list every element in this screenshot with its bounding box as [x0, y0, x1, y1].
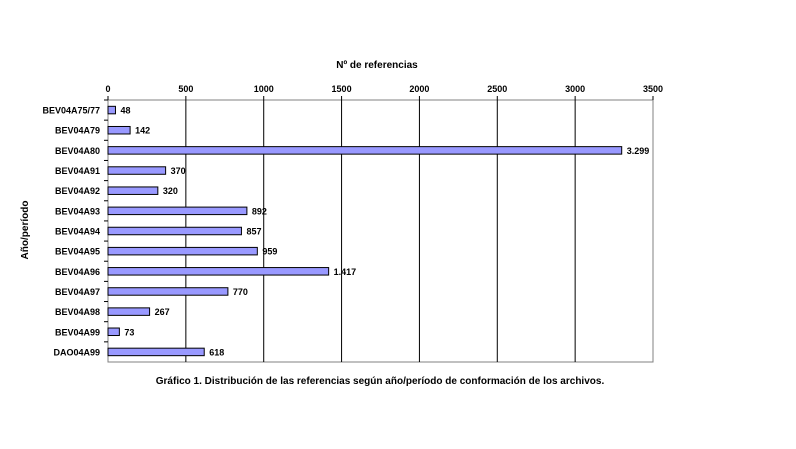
data-label: 3.299 [627, 146, 650, 156]
category-label: BEV04A94 [55, 227, 100, 237]
bar [107, 267, 330, 276]
category-label: BEV04A98 [55, 307, 100, 317]
data-label: 770 [233, 287, 248, 297]
data-label: 48 [120, 106, 130, 116]
x-tick-label: 1000 [254, 84, 274, 94]
bar [107, 327, 120, 337]
gridlines [185, 100, 576, 362]
bar [107, 226, 242, 236]
category-label: DAO04A99 [53, 347, 100, 357]
bars [107, 105, 623, 357]
category-label: BEV04A97 [55, 287, 100, 297]
bar [107, 206, 248, 216]
x-tick-label: 1500 [332, 84, 352, 94]
bar [107, 146, 623, 155]
x-tick-label: 0 [105, 84, 110, 94]
x-tick-label: 500 [178, 84, 193, 94]
data-label: 73 [124, 327, 134, 337]
x-tick-label: 3500 [643, 84, 663, 94]
data-label: 370 [171, 166, 186, 176]
data-label: 959 [262, 247, 277, 257]
x-tick-label: 2500 [487, 84, 507, 94]
category-label: BEV04A75/77 [42, 106, 100, 116]
chart-caption: Gráfico 1. Distribución de las referenci… [156, 376, 605, 387]
category-label: BEV04A92 [55, 186, 100, 196]
bar [107, 246, 258, 256]
x-axis-ticks: 0 500 1000 1500 2000 2500 3000 3500 [105, 84, 663, 100]
x-axis-title: Nº de referencias [336, 60, 418, 71]
category-labels: BEV04A75/77 BEV04A79 BEV04A80 BEV04A91 BEV04… [42, 99, 108, 357]
y-axis-title: Año/período [20, 201, 31, 260]
data-label: 267 [155, 307, 170, 317]
category-label: BEV04A93 [55, 206, 100, 216]
category-label: BEV04A99 [55, 327, 100, 337]
bar [107, 105, 116, 115]
category-label: BEV04A96 [55, 267, 100, 277]
data-label: 320 [163, 186, 178, 196]
bar [107, 186, 159, 195]
x-tick-label: 2000 [409, 84, 429, 94]
data-label: 857 [246, 227, 261, 237]
bar [107, 166, 167, 175]
x-tick-label: 3000 [565, 84, 585, 94]
bar [107, 125, 131, 135]
category-label: BEV04A91 [55, 166, 100, 176]
category-label: BEV04A79 [55, 126, 100, 136]
category-label: BEV04A95 [55, 247, 100, 257]
data-label: 142 [135, 126, 150, 136]
bar [107, 307, 151, 316]
data-label: 1.417 [334, 267, 357, 277]
bar [107, 347, 205, 357]
data-label: 618 [209, 347, 224, 357]
data-label: 892 [252, 206, 267, 216]
bar [107, 287, 229, 296]
category-label: BEV04A80 [55, 146, 100, 156]
